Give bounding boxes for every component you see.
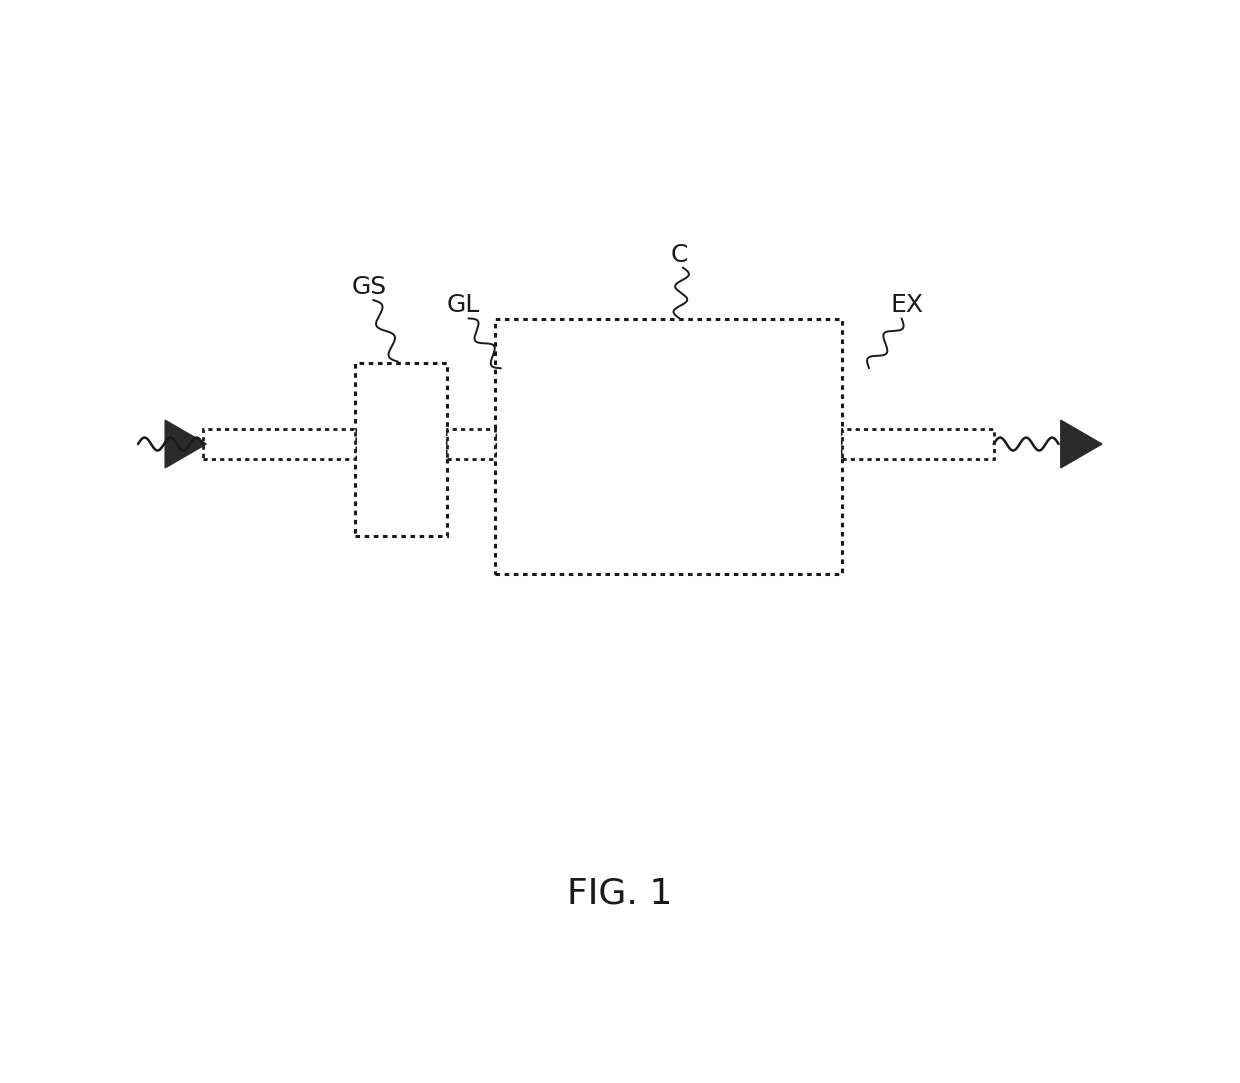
Text: GS: GS [351,275,387,299]
Bar [842,429,993,459]
Polygon shape [1060,420,1102,468]
Polygon shape [165,420,206,468]
Text: FIG. 1: FIG. 1 [568,876,672,911]
Bar [446,429,496,459]
Bar [203,429,355,459]
Text: C: C [671,243,688,266]
Text: EX: EX [890,293,924,317]
Text: GL: GL [446,293,480,317]
Bar [355,363,446,536]
Bar [496,319,842,574]
